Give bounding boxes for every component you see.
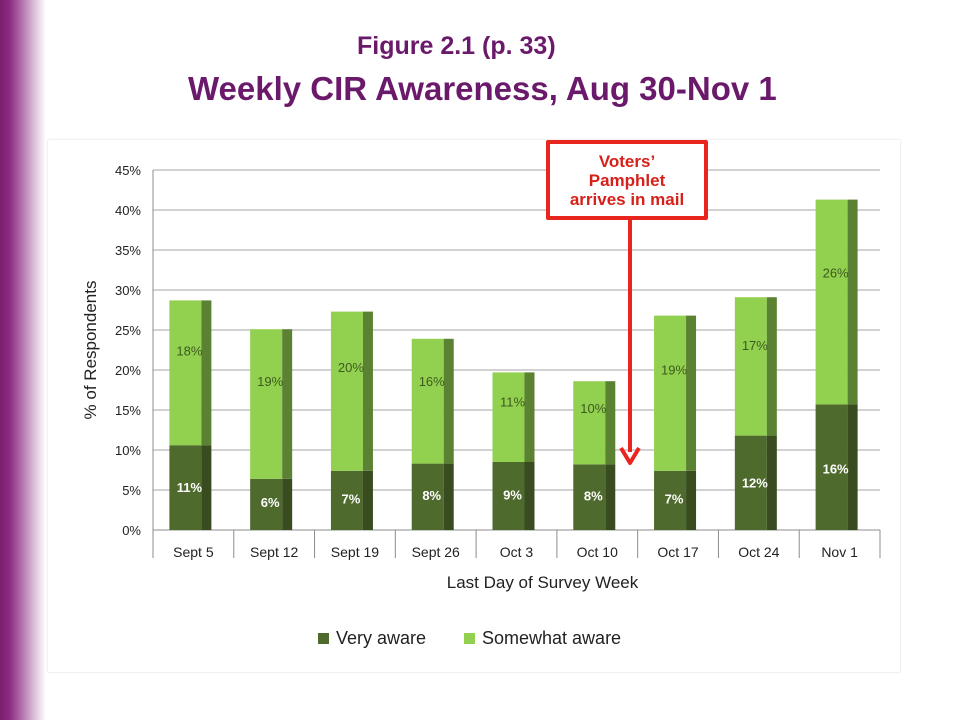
bar-side <box>201 445 212 530</box>
figure-label: Figure 2.1 (p. 33) <box>357 32 556 60</box>
bar-side <box>524 372 535 462</box>
x-tick-label: Sept 12 <box>250 544 298 560</box>
y-tick-label: 25% <box>115 323 141 338</box>
bar-side <box>282 478 293 530</box>
bar-somewhat-aware <box>734 297 767 436</box>
data-label: 11% <box>177 480 203 495</box>
bar-side <box>443 463 454 530</box>
bar-somewhat-aware <box>573 381 606 465</box>
bar-side <box>282 329 293 479</box>
bar-side <box>847 404 858 530</box>
data-label: 8% <box>584 488 603 503</box>
data-label: 7% <box>665 491 684 506</box>
y-tick-label: 40% <box>115 203 141 218</box>
bar-very-aware <box>734 435 767 530</box>
data-label: 8% <box>422 488 441 503</box>
bar-side <box>524 462 535 530</box>
pamphlet-callout: Voters’ Pamphlet arrives in mail <box>546 140 708 220</box>
data-label: 19% <box>661 363 687 378</box>
bar-side <box>362 311 373 471</box>
bar-very-aware <box>330 470 363 530</box>
legend-label-very-aware: Very aware <box>336 628 426 648</box>
data-label: 11% <box>500 394 525 409</box>
legend-label-somewhat-aware: Somewhat aware <box>482 628 621 648</box>
bar-side <box>686 470 697 530</box>
bar-very-aware <box>573 464 606 530</box>
data-label: 7% <box>342 491 361 506</box>
side-gradient-bar <box>0 0 46 720</box>
bar-side <box>766 435 777 530</box>
bar-somewhat-aware <box>169 300 202 446</box>
x-tick-label: Oct 10 <box>577 544 618 560</box>
y-tick-label: 35% <box>115 243 141 258</box>
data-label: 12% <box>742 476 768 491</box>
bar-very-aware <box>250 478 283 530</box>
x-tick-label: Oct 24 <box>738 544 779 560</box>
x-tick-label: Oct 3 <box>500 544 534 560</box>
data-label: 16% <box>419 374 445 389</box>
y-tick-label: 15% <box>115 403 141 418</box>
bar-side <box>847 199 858 405</box>
y-axis-title: % of Respondents <box>81 281 100 420</box>
bar-somewhat-aware <box>654 315 687 471</box>
bar-very-aware <box>169 445 202 530</box>
y-tick-label: 0% <box>122 523 141 538</box>
x-tick-label: Nov 1 <box>821 544 858 560</box>
data-label: 16% <box>823 461 849 476</box>
x-tick-label: Sept 26 <box>412 544 460 560</box>
bar-side <box>605 464 616 530</box>
legend-swatch-somewhat-aware <box>464 633 475 644</box>
bar-very-aware <box>815 404 848 530</box>
x-axis-title: Last Day of Survey Week <box>447 573 639 592</box>
data-label: 6% <box>261 495 280 510</box>
bar-very-aware <box>654 470 687 530</box>
bar-very-aware <box>411 463 444 530</box>
bar-somewhat-aware <box>411 338 444 464</box>
bar-side <box>686 315 697 471</box>
data-label: 18% <box>176 343 202 358</box>
legend-swatch-very-aware <box>318 633 329 644</box>
x-tick-label: Sept 19 <box>331 544 379 560</box>
bar-side <box>605 381 616 465</box>
bar-somewhat-aware <box>815 199 848 405</box>
data-label: 20% <box>338 360 364 375</box>
data-label: 19% <box>257 374 283 389</box>
data-label: 17% <box>742 338 768 353</box>
bar-very-aware <box>492 462 525 530</box>
bar-somewhat-aware <box>250 329 283 479</box>
annotation-arrow-head <box>619 446 641 465</box>
data-label: 26% <box>823 265 849 280</box>
bar-side <box>201 300 212 446</box>
y-tick-label: 5% <box>122 483 141 498</box>
callout-text: Voters’ Pamphlet arrives in mail <box>569 151 685 209</box>
data-label: 9% <box>503 487 522 502</box>
y-tick-label: 45% <box>115 163 141 178</box>
y-tick-label: 20% <box>115 363 141 378</box>
bar-side <box>443 338 454 464</box>
bar-side <box>362 470 373 530</box>
y-tick-label: 10% <box>115 443 141 458</box>
data-label: 10% <box>580 401 606 416</box>
x-tick-label: Oct 17 <box>657 544 698 560</box>
bar-somewhat-aware <box>492 372 525 462</box>
bar-somewhat-aware <box>330 311 363 471</box>
figure-title: Weekly CIR Awareness, Aug 30-Nov 1 <box>188 70 777 107</box>
x-tick-label: Sept 5 <box>173 544 214 560</box>
y-tick-label: 30% <box>115 283 141 298</box>
bar-side <box>766 297 777 436</box>
